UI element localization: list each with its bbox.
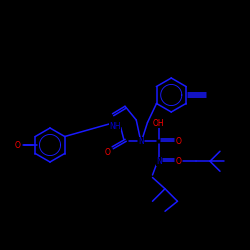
Text: N: N bbox=[156, 157, 162, 166]
Text: N: N bbox=[138, 137, 144, 146]
Text: O: O bbox=[15, 140, 21, 149]
Text: OH: OH bbox=[153, 119, 164, 128]
Text: O: O bbox=[176, 137, 182, 146]
Text: NH: NH bbox=[109, 122, 121, 131]
Text: O: O bbox=[176, 157, 182, 166]
Text: O: O bbox=[104, 148, 110, 157]
